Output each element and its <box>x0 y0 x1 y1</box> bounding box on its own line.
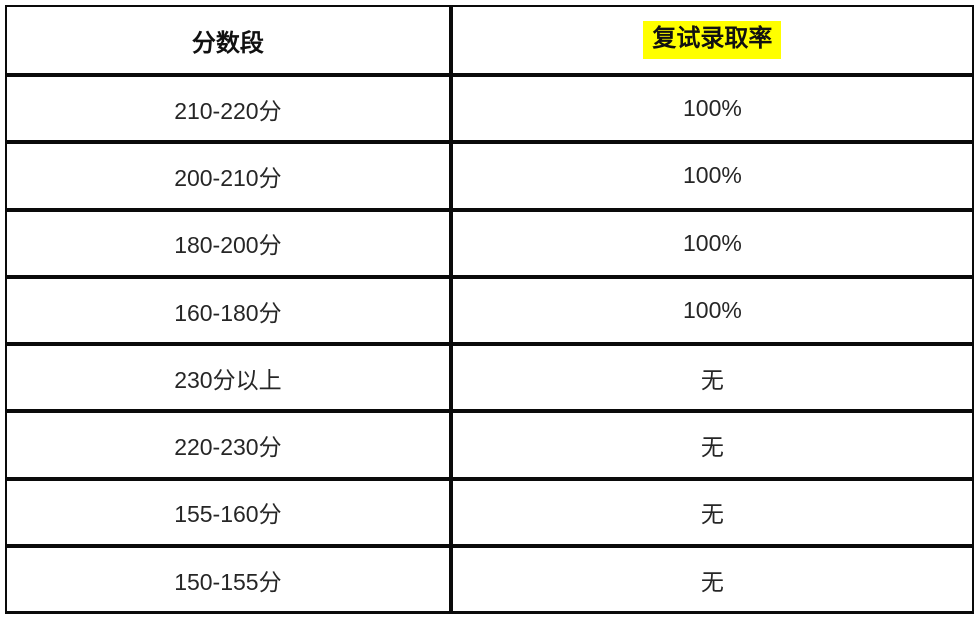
score-range-cell: 180-200分 <box>5 207 453 279</box>
score-range-cell: 150-155分 <box>5 544 453 615</box>
header-admission-rate: 复试录取率 <box>448 5 975 77</box>
score-range-cell: 200-210分 <box>5 140 453 212</box>
table-row: 210-220分 100% <box>5 72 975 145</box>
header-score-range: 分数段 <box>5 5 453 77</box>
score-range-cell: 230分以上 <box>5 342 453 414</box>
score-range-cell: 220-230分 <box>5 409 453 481</box>
table-body: 分数段 复试录取率 210-220分 100% 200-210分 100% 18… <box>5 5 975 615</box>
rate-cell: 100% <box>448 207 975 279</box>
header-admission-rate-label: 复试录取率 <box>643 21 782 59</box>
rate-cell: 100% <box>448 274 975 347</box>
admission-rate-table: 分数段 复试录取率 210-220分 100% 200-210分 100% 18… <box>5 5 975 615</box>
score-range-cell: 210-220分 <box>5 72 453 145</box>
table-row: 180-200分 100% <box>5 207 975 279</box>
table-row: 155-160分 无 <box>5 476 975 549</box>
rate-cell: 无 <box>448 544 975 615</box>
table-row: 150-155分 无 <box>5 544 975 615</box>
table-row: 230分以上 无 <box>5 342 975 414</box>
table-row: 160-180分 100% <box>5 274 975 347</box>
rate-cell: 无 <box>448 476 975 549</box>
table-row: 220-230分 无 <box>5 409 975 481</box>
rate-cell: 无 <box>448 342 975 414</box>
rate-cell: 100% <box>448 140 975 212</box>
table-row: 200-210分 100% <box>5 140 975 212</box>
header-row: 分数段 复试录取率 <box>5 5 975 77</box>
score-range-cell: 160-180分 <box>5 274 453 347</box>
header-score-range-label: 分数段 <box>191 29 264 57</box>
rate-cell: 100% <box>448 72 975 145</box>
rate-cell: 无 <box>448 409 975 481</box>
score-range-cell: 155-160分 <box>5 476 453 549</box>
